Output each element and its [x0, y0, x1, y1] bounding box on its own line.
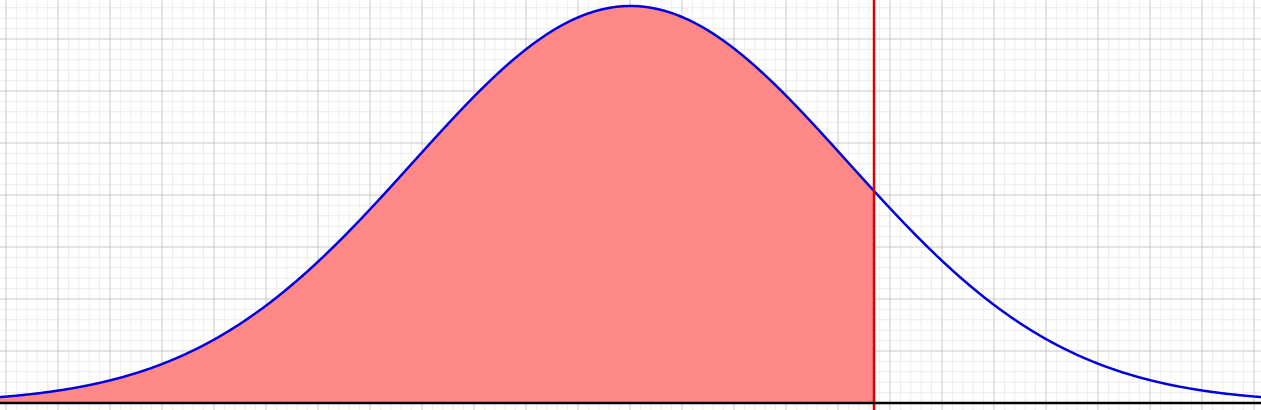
- shaded-area-under-curve: [0, 6, 874, 403]
- normal-curve-line: [0, 4, 1261, 399]
